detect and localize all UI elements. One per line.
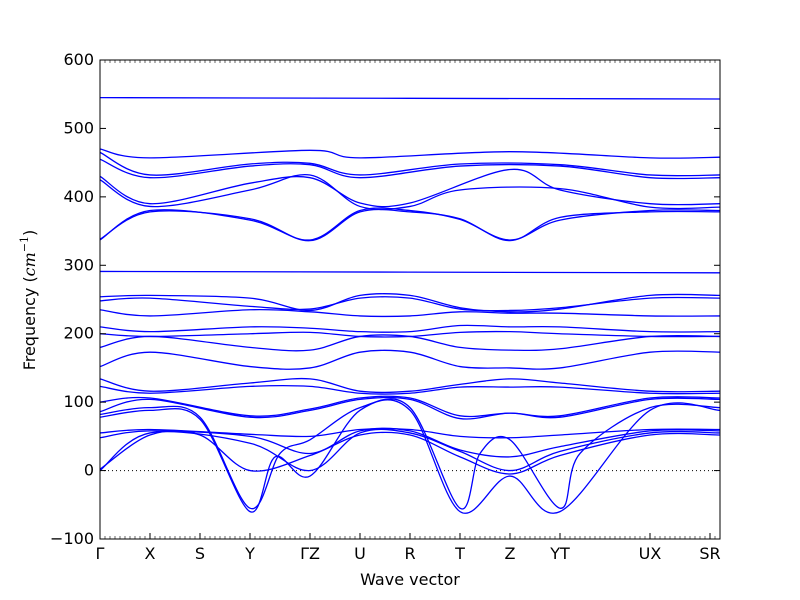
- phonon-band-13: [100, 324, 720, 333]
- phonon-band-12: [100, 308, 720, 318]
- phonon-band-8: [100, 208, 720, 242]
- y-tick-label: 500: [63, 118, 94, 137]
- phonon-band-26: [100, 429, 720, 475]
- x-tick-label: SR: [699, 544, 720, 563]
- y-axis-label-exp: −1: [18, 236, 31, 252]
- x-tick-label: Z: [505, 544, 516, 563]
- phonon-band-17: [100, 377, 720, 394]
- y-axis-label-unit: cm: [20, 252, 39, 276]
- phonon-band-5: [100, 168, 720, 208]
- x-tick-label: S: [195, 544, 205, 563]
- phonon-band-20: [100, 396, 720, 420]
- phonon-band-18: [100, 384, 720, 395]
- phonon-band-1: [100, 96, 720, 100]
- phonon-band-16: [100, 349, 720, 370]
- y-tick-label: 100: [63, 392, 94, 411]
- plot-frame: [99, 59, 721, 540]
- phonon-band-24: [100, 427, 720, 458]
- y-tick-label: 400: [63, 187, 94, 206]
- phonon-band-3: [100, 151, 720, 177]
- phonon-band-6: [100, 173, 720, 211]
- phonon-band-11: [100, 296, 720, 312]
- x-tick-label: Γ: [96, 544, 105, 563]
- phonon-band-21: [100, 398, 720, 510]
- y-axis-label-text: Frequency (: [20, 276, 39, 370]
- x-tick-label: YT: [549, 544, 570, 563]
- x-tick-label: U: [354, 544, 366, 563]
- y-axis-label: Frequency (cm−1): [18, 230, 39, 371]
- phonon-band-19: [100, 395, 720, 418]
- phonon-band-2: [100, 148, 720, 159]
- y-tick-label: 300: [63, 255, 94, 274]
- x-tick-label: UX: [639, 544, 662, 563]
- y-tick-label: −100: [50, 529, 94, 548]
- y-tick-label: 200: [63, 324, 94, 343]
- phonon-band-22: [100, 399, 720, 514]
- phonon-band-25: [100, 428, 720, 472]
- x-tick-label: R: [404, 544, 415, 563]
- y-axis-label-close: ): [20, 230, 39, 236]
- phonon-band-4: [100, 158, 720, 180]
- x-tick-label: X: [145, 544, 156, 563]
- y-tick-label: 600: [63, 50, 94, 69]
- phonon-band-10: [100, 293, 720, 313]
- x-tick-label: T: [454, 544, 465, 563]
- axes: −100 0 100 200 300 400 500 600 Γ X S Y ΓZ U R T Z YT UX SR: [50, 50, 721, 563]
- x-tick-label: Y: [244, 544, 255, 563]
- phonon-band-9: [100, 270, 720, 274]
- x-tick-label: ΓZ: [300, 544, 320, 563]
- y-tick-label: 0: [84, 461, 94, 480]
- x-axis-label: Wave vector: [360, 570, 460, 589]
- plot-area: [100, 96, 720, 514]
- phonon-band-15: [100, 334, 720, 352]
